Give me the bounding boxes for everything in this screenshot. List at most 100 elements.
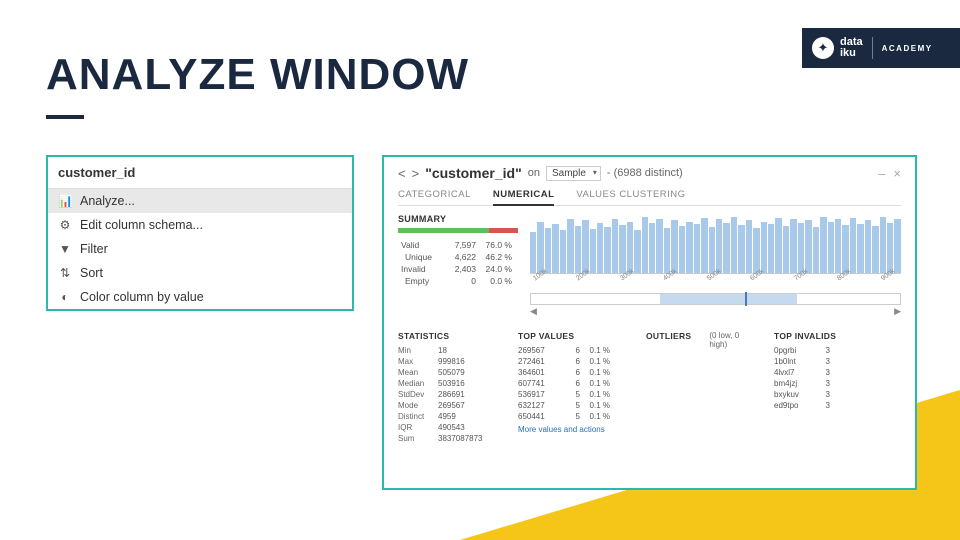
range-slider[interactable] xyxy=(530,293,901,305)
histogram-bar xyxy=(627,222,633,273)
histogram-axis: 100k200k300k400k500k600k700k800k900k xyxy=(530,276,901,283)
histogram-bar xyxy=(753,228,759,273)
summary-row: Valid7,59776.0 % xyxy=(398,239,518,251)
histogram-bar xyxy=(686,222,692,273)
top-value-row: 65044150.1 % xyxy=(518,411,628,422)
menu-icon: ⇅ xyxy=(58,266,72,280)
stat-row: Mode269567 xyxy=(398,400,500,411)
histogram-bar xyxy=(537,222,543,273)
histogram-bar xyxy=(642,217,648,273)
histogram-bar xyxy=(768,224,774,273)
menu-label: Color column by value xyxy=(80,290,204,304)
histogram-bar xyxy=(813,227,819,273)
top-value-row: 63212750.1 % xyxy=(518,400,628,411)
outliers-title: OUTLIERS xyxy=(646,331,691,345)
more-values-link[interactable]: More values and actions xyxy=(518,425,628,434)
menu-item[interactable]: ▼ Filter xyxy=(48,237,352,261)
close-icon[interactable]: × xyxy=(893,166,901,181)
menu-icon: ▼ xyxy=(58,242,72,256)
menu-item[interactable]: ⚙Edit column schema... xyxy=(48,213,352,237)
summary-row: Invalid2,40324.0 % xyxy=(398,263,518,275)
sample-select[interactable]: Sample xyxy=(546,166,601,181)
stat-row: Median503916 xyxy=(398,378,500,389)
histogram-bar xyxy=(746,220,752,273)
histogram-bar xyxy=(880,217,886,273)
histogram-bar xyxy=(694,224,700,273)
histogram-bar xyxy=(842,225,848,273)
stat-row: IQR490543 xyxy=(398,422,500,433)
histogram-bar xyxy=(805,220,811,273)
histogram-bar xyxy=(656,219,662,273)
tab-categorical[interactable]: CATEGORICAL xyxy=(398,189,471,205)
histogram-bar xyxy=(582,220,588,273)
histogram-bar xyxy=(723,223,729,273)
top-invalids-section: TOP INVALIDS 0pgrbi31b0lnt34lvxl73bm4jzj… xyxy=(774,331,854,444)
stat-row: Mean505079 xyxy=(398,367,500,378)
tab-clustering[interactable]: VALUES CLUSTERING xyxy=(576,189,685,205)
histogram-bar xyxy=(709,227,715,273)
histogram-bar xyxy=(865,220,871,273)
brand-name: dataiku xyxy=(840,37,863,59)
validity-bar xyxy=(398,228,518,233)
histogram-bar xyxy=(850,218,856,273)
histogram-bar xyxy=(798,223,804,273)
stat-row: Distinct4959 xyxy=(398,411,500,422)
menu-item[interactable]: ◐ Color column by value xyxy=(48,285,352,309)
histogram-bar xyxy=(597,223,603,273)
histogram-bar xyxy=(820,217,826,273)
histogram-bars xyxy=(530,214,901,274)
title-underline xyxy=(46,115,84,119)
invalid-row: 1b0lnt3 xyxy=(774,356,854,367)
statistics-section: STATISTICS Min18Max999816Mean505079Media… xyxy=(398,331,500,444)
menu-icon: ◐ xyxy=(58,290,72,304)
histogram-bar xyxy=(761,222,767,273)
histogram-bar xyxy=(716,219,722,273)
histogram-bar xyxy=(575,226,581,273)
invalid-row: bm4jzj3 xyxy=(774,378,854,389)
histogram-bar xyxy=(552,224,558,273)
tab-numerical[interactable]: NUMERICAL xyxy=(493,189,555,206)
next-column-button[interactable]: > xyxy=(412,166,420,181)
analyze-header: < > "customer_id" on Sample - (6988 dist… xyxy=(398,165,901,181)
top-value-row: 26956760.1 % xyxy=(518,345,628,356)
histogram-bar xyxy=(604,227,610,273)
brand-divider xyxy=(872,37,873,59)
stat-row: Sum3837087873 xyxy=(398,433,500,444)
histogram-bar xyxy=(649,223,655,273)
range-right-icon[interactable]: ▶ xyxy=(894,306,901,317)
histogram-bar xyxy=(783,226,789,273)
histogram-bar xyxy=(530,232,536,273)
histogram-bar xyxy=(738,225,744,273)
brand-badge: ✦ dataiku ACADEMY xyxy=(802,28,960,68)
column-context-menu: customer_id 📊Analyze...⚙Edit column sche… xyxy=(46,155,354,311)
analyze-column-name: "customer_id" xyxy=(425,165,522,181)
brand-academy: ACADEMY xyxy=(882,44,933,53)
histogram-bar xyxy=(790,219,796,273)
statistics-title: STATISTICS xyxy=(398,331,500,341)
histogram-section: 100k200k300k400k500k600k700k800k900k ◀ ▶ xyxy=(530,214,901,317)
range-left-icon[interactable]: ◀ xyxy=(530,306,537,317)
top-values-section: TOP VALUES 26956760.1 %27246160.1 %36460… xyxy=(518,331,628,444)
histogram-bar xyxy=(679,226,685,273)
menu-icon: ⚙ xyxy=(58,218,72,232)
histogram-bar xyxy=(664,228,670,273)
histogram-bar xyxy=(701,218,707,273)
top-value-row: 27246160.1 % xyxy=(518,356,628,367)
minimize-icon[interactable]: – xyxy=(878,166,885,181)
menu-item[interactable]: ⇅ Sort xyxy=(48,261,352,285)
stat-row: Max999816 xyxy=(398,356,500,367)
menu-label: Filter xyxy=(80,242,108,256)
summary-title: SUMMARY xyxy=(398,214,518,224)
prev-column-button[interactable]: < xyxy=(398,166,406,181)
slide-title: ANALYZE WINDOW xyxy=(46,50,469,100)
histogram-bar xyxy=(857,224,863,273)
summary-row: Unique4,62246.2 % xyxy=(398,251,518,263)
histogram-bar xyxy=(671,220,677,273)
menu-item[interactable]: 📊Analyze... xyxy=(48,189,352,213)
histogram-bar xyxy=(545,228,551,273)
histogram-bar xyxy=(634,230,640,273)
menu-label: Sort xyxy=(80,266,103,280)
top-invalids-title: TOP INVALIDS xyxy=(774,331,854,341)
column-name-header: customer_id xyxy=(48,157,352,189)
on-label: on xyxy=(528,167,540,179)
